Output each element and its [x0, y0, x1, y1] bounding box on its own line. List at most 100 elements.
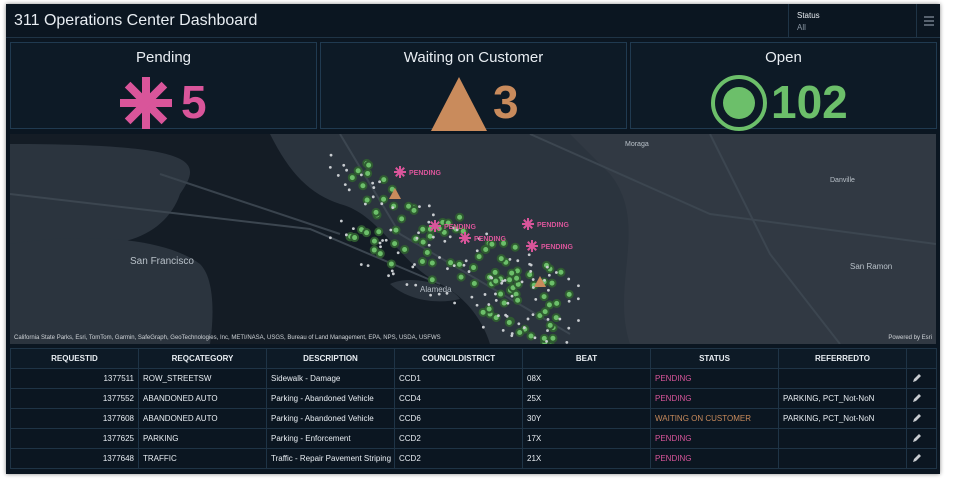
map-point-minor	[497, 314, 500, 318]
map-point-minor	[531, 313, 535, 317]
map-point	[418, 224, 428, 234]
table-cell: 1377511	[10, 368, 139, 389]
road	[159, 173, 341, 235]
map-point	[505, 275, 515, 285]
table-cell: ROW_STREETSW	[138, 368, 267, 389]
place-label: Danville	[830, 177, 855, 184]
map-point	[499, 238, 509, 248]
map-point-minor	[462, 263, 466, 267]
map-point-minor	[487, 303, 491, 306]
card-icon	[431, 77, 487, 131]
marker-label: PENDING	[541, 244, 573, 251]
map-point-minor	[520, 280, 524, 284]
map-point-minor	[437, 292, 441, 296]
table-cell: ABANDONED AUTO	[138, 388, 267, 409]
filter-label: Status	[797, 11, 820, 20]
map-point	[364, 160, 374, 170]
map-point	[526, 331, 536, 341]
map-point-minor	[504, 313, 508, 317]
filter-value: All	[797, 23, 806, 32]
card-value: 102	[771, 76, 848, 128]
map-point-minor	[427, 204, 431, 208]
map-point-minor	[547, 273, 551, 277]
map-point-minor	[577, 284, 580, 288]
column-header: DESCRIPTION	[266, 348, 395, 369]
map-point-minor	[396, 251, 400, 255]
map-point-minor	[567, 299, 571, 303]
marker-label: PENDING	[537, 222, 569, 229]
map-point-minor	[516, 259, 520, 263]
map-point-minor	[510, 332, 514, 335]
map-point-minor	[384, 238, 388, 242]
map-point-minor	[343, 183, 347, 187]
map-point-minor	[438, 256, 441, 259]
map-point-minor	[378, 241, 382, 245]
map-point-minor	[501, 279, 505, 283]
edit-button[interactable]	[911, 452, 923, 464]
map-point	[390, 239, 400, 249]
map-point	[443, 218, 453, 228]
status-filter[interactable]: Status All	[788, 4, 916, 38]
edit-cell	[906, 448, 937, 469]
map-point-minor	[405, 283, 409, 286]
map[interactable]: PENDING PENDING PENDING PENDING PENDING San F…	[10, 134, 936, 344]
map-point	[347, 173, 357, 183]
edit-button[interactable]	[911, 392, 923, 404]
map-point-minor	[508, 258, 512, 261]
map-point	[540, 307, 550, 317]
edit-cell	[906, 388, 937, 409]
map-point-minor	[567, 326, 571, 330]
map-point-minor	[411, 265, 415, 269]
map-point	[544, 300, 554, 310]
column-header: COUNCILDISTRICT	[394, 348, 523, 369]
map-point-minor	[371, 195, 375, 199]
map-point	[547, 278, 557, 288]
card-icon	[711, 75, 767, 131]
map-point-minor	[527, 253, 531, 257]
place-label: Alameda	[420, 285, 452, 294]
map-point-minor	[389, 228, 393, 232]
pencil-icon	[913, 413, 921, 422]
map-point-minor	[453, 301, 457, 305]
road	[529, 134, 936, 245]
table-cell: PENDING	[650, 428, 779, 449]
map-point-minor	[558, 317, 562, 321]
map-point	[490, 267, 500, 277]
table-cell: CCD6	[394, 408, 523, 429]
map-point-minor	[545, 265, 549, 269]
map-point-minor	[380, 202, 384, 206]
edit-button[interactable]	[911, 372, 923, 384]
map-point-minor	[448, 235, 452, 239]
map-point-minor	[342, 163, 346, 167]
table-cell: Parking - Enforcement	[266, 428, 395, 449]
map-point-minor	[533, 336, 537, 340]
road	[709, 134, 841, 344]
marker-label: PENDING	[444, 224, 476, 231]
edit-cell	[906, 428, 937, 449]
map-point	[469, 263, 479, 273]
map-point-minor	[510, 294, 514, 298]
table-cell: 25X	[522, 388, 651, 409]
map-point-minor	[372, 186, 376, 189]
map-point	[358, 181, 368, 191]
map-point-minor	[344, 233, 348, 237]
map-point	[481, 244, 491, 254]
map-point-minor	[387, 274, 390, 278]
map-point-minor	[336, 174, 340, 177]
table-cell: TRAFFIC	[138, 448, 267, 469]
map-attribution: California State Parks, Esri, TomTom, Ga…	[14, 335, 441, 341]
edit-button[interactable]	[911, 412, 923, 424]
card-value: 5	[181, 76, 207, 128]
menu-button[interactable]	[916, 4, 940, 38]
map-point-minor	[565, 340, 569, 344]
map-point-minor	[510, 334, 514, 338]
map-point-minor	[481, 325, 485, 329]
map-point-minor	[567, 277, 571, 281]
edit-button[interactable]	[911, 432, 923, 444]
column-header: REQCATEGORY	[138, 348, 267, 369]
icon-stroke	[124, 81, 168, 125]
card-label: Waiting on Customer	[403, 49, 544, 66]
map-point	[496, 254, 506, 264]
pencil-icon	[913, 373, 921, 382]
map-point	[496, 289, 506, 299]
